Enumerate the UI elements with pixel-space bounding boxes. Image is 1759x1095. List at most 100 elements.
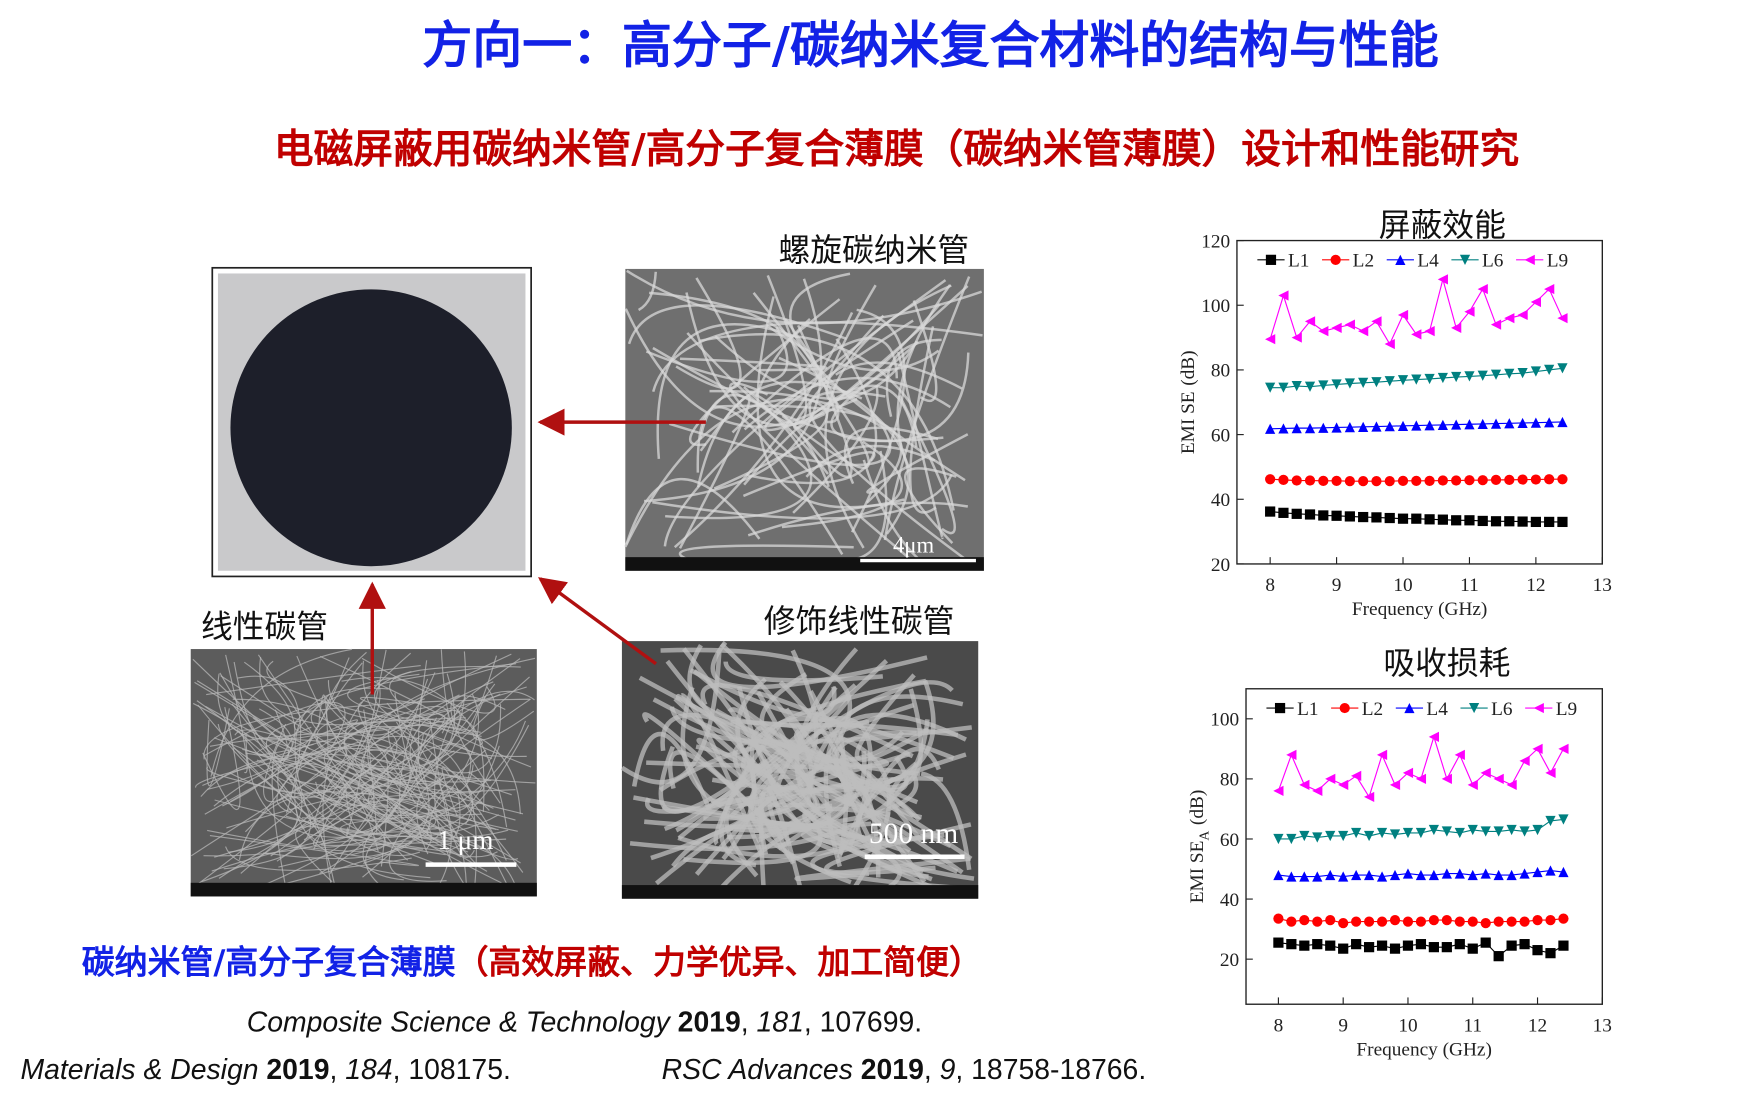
sem-image — [624, 268, 984, 571]
marker — [1530, 516, 1541, 528]
marker — [1428, 942, 1439, 953]
texture — [696, 737, 802, 826]
caption-note: （高效屏蔽、力学优异、加工简便） — [456, 943, 982, 982]
marker — [1415, 939, 1427, 950]
x-axis-label: Frequency (GHz) — [1352, 599, 1487, 620]
marker — [1530, 417, 1541, 428]
y-tick-label: 20 — [1211, 555, 1230, 576]
marker — [1376, 749, 1388, 760]
marker — [1402, 767, 1414, 778]
marker — [1351, 869, 1362, 881]
marker — [1358, 476, 1369, 487]
marker — [1299, 871, 1310, 882]
texture — [652, 346, 970, 443]
marker — [1437, 419, 1448, 431]
texture — [824, 822, 972, 876]
texture — [225, 654, 248, 774]
legend-marker — [1339, 702, 1350, 714]
marker — [1411, 475, 1422, 486]
marker — [1558, 913, 1569, 924]
texture — [238, 791, 497, 860]
texture — [271, 737, 311, 889]
legend-label: L1 — [1288, 251, 1309, 272]
marker — [1519, 755, 1530, 766]
caption-main: 碳纳米管/高分子复合薄膜 — [82, 943, 456, 982]
marker — [1424, 420, 1435, 431]
texture — [759, 672, 921, 777]
marker — [1358, 326, 1369, 337]
marker — [1351, 916, 1362, 927]
y-tick-label: 60 — [1211, 425, 1230, 446]
marker — [1490, 516, 1502, 527]
marker — [1265, 506, 1276, 517]
texture — [728, 694, 851, 819]
texture — [700, 682, 914, 759]
marker — [1363, 916, 1375, 927]
scale-label: 4μm — [893, 533, 935, 558]
texture — [731, 337, 899, 434]
y-label-text: EMI SE — [1178, 391, 1199, 454]
marker — [1504, 474, 1515, 485]
marker — [1384, 376, 1395, 387]
marker — [1454, 868, 1465, 879]
texture — [206, 708, 293, 791]
marker — [1437, 514, 1448, 525]
reference-part: 2019 — [861, 1054, 924, 1086]
texture — [631, 731, 712, 811]
texture — [898, 395, 956, 535]
marker — [1532, 914, 1543, 926]
texture — [310, 663, 517, 731]
marker — [1286, 833, 1297, 845]
marker — [1331, 475, 1342, 486]
y-tick-label: 100 — [1201, 296, 1230, 317]
marker — [1477, 418, 1488, 430]
marker — [1532, 743, 1543, 754]
chart-title: 吸收损耗 — [1383, 646, 1510, 682]
marker — [1397, 309, 1409, 321]
texture — [316, 757, 454, 801]
texture — [797, 324, 853, 479]
marker — [1344, 511, 1355, 522]
legend-marker — [1533, 702, 1544, 714]
x-tick-label: 11 — [1460, 575, 1479, 596]
marker — [1273, 869, 1284, 881]
marker — [1265, 474, 1276, 485]
texture — [409, 676, 530, 800]
texture — [866, 433, 969, 494]
marker — [1428, 824, 1439, 836]
marker — [1428, 914, 1439, 926]
legend-label: L2 — [1362, 699, 1383, 720]
marker — [1411, 513, 1422, 524]
texture — [920, 771, 972, 871]
marker — [1545, 767, 1556, 778]
legend-marker — [1524, 254, 1535, 265]
texture — [387, 724, 530, 830]
texture — [312, 749, 524, 873]
marker — [1517, 368, 1528, 379]
reference-part: 181 — [757, 1006, 804, 1038]
marker — [1506, 916, 1517, 927]
marker — [1286, 749, 1297, 760]
texture — [726, 750, 867, 840]
x-tick-label: 8 — [1265, 575, 1275, 596]
legend-label: L1 — [1297, 699, 1318, 720]
marker — [1454, 939, 1465, 950]
texture — [276, 653, 512, 814]
marker — [1480, 767, 1491, 778]
slide-subtitle: 电磁屏蔽用碳纳米管/高分子复合薄膜（碳纳米管薄膜）设计和性能研究 — [274, 126, 1519, 172]
texture — [388, 749, 487, 882]
texture — [266, 660, 482, 738]
marker — [1389, 943, 1401, 954]
marker — [1467, 869, 1478, 881]
y-tick-label: 20 — [1220, 950, 1239, 971]
marker — [1441, 868, 1452, 879]
texture — [209, 732, 411, 823]
marker — [1358, 511, 1369, 523]
marker — [1545, 815, 1556, 827]
marker — [1493, 916, 1504, 927]
figure-label: 线性碳管 — [201, 610, 328, 646]
texture — [326, 679, 381, 801]
x-tick-label: 10 — [1393, 575, 1412, 596]
texture — [832, 746, 924, 852]
scale-label: 1 μm — [437, 825, 493, 855]
